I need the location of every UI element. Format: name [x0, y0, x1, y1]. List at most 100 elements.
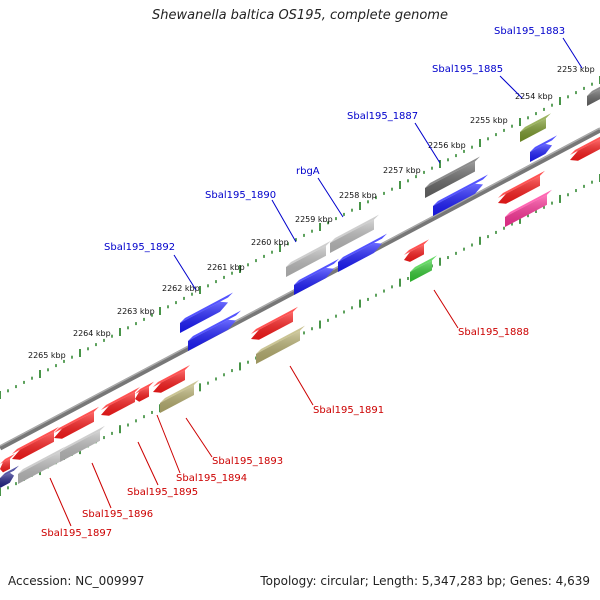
- gene-sbal195-1886-shade: [530, 143, 552, 162]
- gene-sbal195-1897-top: [18, 446, 65, 474]
- gene-red-1-top: [498, 170, 545, 198]
- gene-sbal195-1893-top: [160, 379, 199, 403]
- gene-sbal195-1897: [18, 446, 65, 484]
- gene-label-sbal195-1892[interactable]: Sbal195_1892: [104, 242, 175, 253]
- gene-label-sbal195-1887[interactable]: Sbal195_1887: [347, 111, 418, 122]
- gene-sbal195-1888-top: [410, 255, 437, 272]
- tick-label: 2265 kbp: [28, 351, 66, 360]
- gene-red-1: [498, 170, 545, 204]
- gene-label-sbal195-1897[interactable]: Sbal195_1897: [41, 528, 112, 539]
- gene-sbal195-1888: [410, 255, 437, 282]
- gene-sbal195-1892-shade: [180, 301, 228, 333]
- gene-sbal195-1890b-top: [294, 258, 339, 285]
- map-title: Shewanella baltica OS195, complete genom…: [152, 8, 448, 23]
- gene-label-sbal195-1894[interactable]: Sbal195_1894: [176, 473, 247, 484]
- gene-pink-shade: [505, 194, 547, 227]
- gene-sbal195-1892b: [188, 310, 241, 351]
- gene-sbal195-1896a: [54, 406, 99, 439]
- gene-sbal195-1895-top: [101, 386, 140, 410]
- gene-sbal195-1896: [60, 425, 105, 462]
- gene-rbga: [330, 214, 379, 253]
- gene-label-sbal195-1888[interactable]: Sbal195_1888: [458, 327, 529, 338]
- gene-sbal195-1887b-shade: [433, 183, 483, 216]
- gene-sbal195-1894: [135, 381, 154, 402]
- gene-sbal195-1890-shade: [286, 245, 326, 277]
- gene-rbga-b-shade: [338, 242, 382, 272]
- gene-sbal195-1891a-top: [251, 306, 298, 334]
- accession-text: Accession: NC_009997: [8, 574, 145, 588]
- gene-navy-edge-shade: [0, 472, 14, 488]
- gene-label-sbal195-1895[interactable]: Sbal195_1895: [127, 487, 198, 498]
- gene-rbga-b: [338, 233, 387, 272]
- gene-sbal195-1883-top: [587, 86, 600, 96]
- gene-label-rbga[interactable]: rbgA: [296, 166, 320, 177]
- gene-label-sbal195-1896[interactable]: Sbal195_1896: [82, 509, 153, 520]
- tick-label: 2257 kbp: [383, 166, 421, 175]
- tick-label: 2258 kbp: [339, 191, 377, 200]
- tick-label: 2254 kbp: [515, 92, 553, 101]
- tick-label: 2255 kbp: [470, 116, 508, 125]
- gene-sbal195-1897a: [12, 426, 59, 460]
- label-leader: [433, 289, 459, 329]
- gene-label-sbal195-1891[interactable]: Sbal195_1891: [313, 405, 384, 416]
- tick-label: 2264 kbp: [73, 329, 111, 338]
- label-leader: [562, 37, 583, 69]
- tick-label: 2256 kbp: [428, 141, 466, 150]
- gene-sbal195-1894-shade: [135, 386, 149, 402]
- gene-sbal195-1883-shade: [587, 89, 600, 106]
- label-leader: [91, 462, 112, 509]
- tick-label: 2261 kbp: [207, 263, 245, 272]
- gene-sbal195-1896-shade: [60, 430, 100, 462]
- gene-sbal195-1893a: [153, 365, 190, 393]
- gene-sbal195-1890: [286, 240, 331, 277]
- gene-sbal195-1885-top: [520, 113, 551, 132]
- label-leader: [499, 75, 523, 99]
- gene-rbga-b-top: [338, 233, 387, 262]
- gene-sbal195-1888a-shade: [404, 244, 424, 262]
- genome-stats-text: Topology: circular; Length: 5,347,283 bp…: [260, 574, 590, 588]
- gene-red-1-shade: [498, 175, 540, 204]
- gene-label-sbal195-1883[interactable]: Sbal195_1883: [494, 26, 565, 37]
- gene-red-edge-top: [570, 136, 600, 155]
- gene-sbal195-1893a-shade: [153, 370, 185, 393]
- gene-sbal195-1892: [180, 292, 233, 333]
- gene-sbal195-1892b-shade: [188, 319, 236, 351]
- gene-sbal195-1883: [587, 86, 600, 106]
- gene-sbal195-1887b: [433, 174, 488, 216]
- gene-pink: [505, 189, 552, 227]
- tick-label: 2262 kbp: [162, 284, 200, 293]
- gene-sbal195-1888-shade: [410, 260, 432, 282]
- gene-sbal195-1885: [520, 113, 551, 142]
- gene-sbal195-1897a-top: [12, 426, 59, 454]
- label-leader: [156, 414, 181, 474]
- gene-features: [0, 86, 600, 488]
- label-leader: [271, 199, 297, 243]
- gene-sbal195-1894-top: [135, 381, 154, 394]
- gene-sbal195-1887-shade: [425, 161, 475, 198]
- gene-rbga-top: [330, 214, 379, 243]
- gene-sbal195-1896a-top: [54, 406, 99, 433]
- gene-sbal195-1896-top: [60, 425, 105, 452]
- gene-label-sbal195-1893[interactable]: Sbal195_1893: [212, 456, 283, 467]
- gene-navy-edge: [0, 465, 19, 488]
- gene-sbal195-1887-top: [425, 156, 480, 188]
- outer-tick-axis: [0, 76, 600, 399]
- gene-sbal195-1890b-shade: [294, 268, 334, 295]
- label-leader: [289, 365, 314, 406]
- label-leader: [317, 177, 344, 218]
- label-leader: [49, 477, 72, 527]
- gene-red-left-edge-shade: [0, 458, 10, 473]
- gene-sbal195-1887b-top: [433, 174, 488, 206]
- gene-pink-top: [505, 189, 552, 217]
- gene-label-sbal195-1885[interactable]: Sbal195_1885: [432, 64, 503, 75]
- gene-sbal195-1895-shade: [101, 391, 135, 416]
- label-leader: [414, 122, 441, 164]
- gene-sbal195-1891a: [251, 306, 298, 340]
- gene-sbal195-1890-top: [286, 240, 331, 267]
- gene-rbga-shade: [330, 219, 374, 253]
- gene-sbal195-1887: [425, 156, 480, 198]
- gene-sbal195-1891-top: [256, 325, 305, 354]
- gene-label-sbal195-1890[interactable]: Sbal195_1890: [205, 190, 276, 201]
